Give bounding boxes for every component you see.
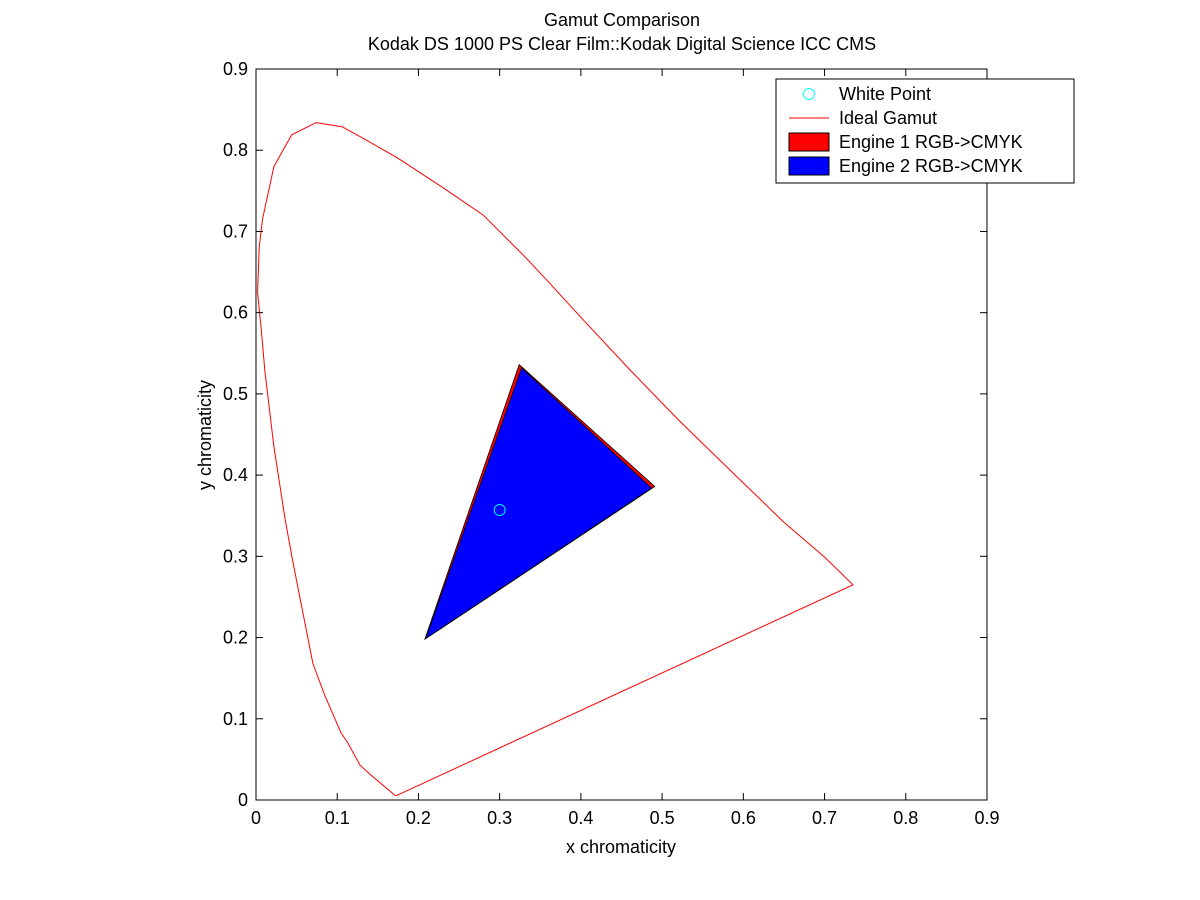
x-tick-label: 0.8 — [893, 808, 918, 828]
x-tick-label: 0.6 — [731, 808, 756, 828]
x-tick-label: 0.5 — [650, 808, 675, 828]
y-tick-label: 0.8 — [223, 140, 248, 160]
ideal-gamut-line — [257, 122, 854, 797]
axes: 0 0.1 0.2 0.3 0.4 0.5 0.6 0.7 0.8 0.9 0 0.1 0.2 0.3 0.… — [223, 59, 1000, 828]
legend-patch-icon — [788, 156, 830, 176]
y-axis-label: y chromaticity — [195, 380, 215, 490]
x-axis-label: x chromaticity — [566, 837, 676, 857]
legend-patch-icon — [788, 132, 830, 152]
y-tick-label: 0.4 — [223, 465, 248, 485]
chart-subtitle: Kodak DS 1000 PS Clear Film::Kodak Digit… — [368, 34, 876, 54]
plot-marks — [257, 122, 854, 797]
gamut-polygon-2 — [425, 367, 653, 640]
x-tick-label: 0.2 — [406, 808, 431, 828]
x-tick-label: 0.4 — [568, 808, 593, 828]
y-tick-label: 0.9 — [223, 59, 248, 79]
legend-marker-icon — [803, 88, 815, 100]
y-tick-label: 0 — [238, 790, 248, 810]
y-tick-label: 0.7 — [223, 221, 248, 241]
legend-label: White Point — [839, 84, 931, 104]
legend-label: Ideal Gamut — [839, 108, 937, 128]
white-point-marker — [493, 504, 506, 517]
y-tick-label: 0.2 — [223, 628, 248, 648]
y-tick-label: 0.1 — [223, 709, 248, 729]
chart-title: Gamut Comparison — [544, 10, 700, 30]
y-tick-label: 0.6 — [223, 303, 248, 323]
plot-area — [256, 69, 987, 800]
legend-label: Engine 2 RGB->CMYK — [839, 156, 1023, 176]
x-tick-label: 0.3 — [487, 808, 512, 828]
x-tick-label: 0.7 — [812, 808, 837, 828]
x-tick-label: 0 — [251, 808, 261, 828]
y-tick-label: 0.3 — [223, 546, 248, 566]
y-tick-label: 0.5 — [223, 384, 248, 404]
x-tick-label: 0.9 — [974, 808, 999, 828]
legend: White Point Ideal Gamut Engine 1 RGB->CMYK… — [775, 78, 1075, 184]
legend-label: Engine 1 RGB->CMYK — [839, 132, 1023, 152]
axes-box — [255, 68, 988, 801]
x-tick-label: 0.1 — [325, 808, 350, 828]
